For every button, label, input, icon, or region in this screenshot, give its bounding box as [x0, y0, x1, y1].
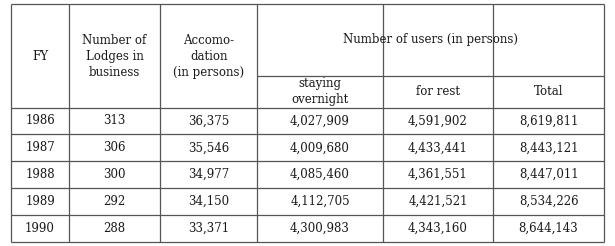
Text: 1987: 1987: [25, 141, 55, 154]
Text: 4,085,460: 4,085,460: [290, 168, 350, 181]
Text: 4,343,160: 4,343,160: [408, 222, 468, 235]
Text: 34,150: 34,150: [188, 195, 229, 208]
Text: 4,027,909: 4,027,909: [290, 114, 350, 127]
Text: 33,371: 33,371: [188, 222, 229, 235]
Text: 4,300,983: 4,300,983: [290, 222, 350, 235]
Text: 4,433,441: 4,433,441: [408, 141, 468, 154]
Text: 35,546: 35,546: [188, 141, 229, 154]
Text: staying
overnight: staying overnight: [292, 77, 349, 106]
Text: 4,591,902: 4,591,902: [408, 114, 468, 127]
Text: 4,361,551: 4,361,551: [408, 168, 468, 181]
Text: 300: 300: [103, 168, 125, 181]
Text: 8,534,226: 8,534,226: [519, 195, 579, 208]
Text: 8,443,121: 8,443,121: [519, 141, 578, 154]
Text: Accomo-
dation
(in persons): Accomo- dation (in persons): [173, 33, 244, 78]
Text: Number of
Lodges in
business: Number of Lodges in business: [82, 33, 146, 78]
Text: 4,421,521: 4,421,521: [408, 195, 467, 208]
Text: 1990: 1990: [25, 222, 55, 235]
Text: 313: 313: [103, 114, 125, 127]
Text: 1989: 1989: [25, 195, 55, 208]
Text: 292: 292: [103, 195, 125, 208]
Text: 4,009,680: 4,009,680: [290, 141, 350, 154]
Text: 1988: 1988: [25, 168, 55, 181]
Text: Number of users (in persons): Number of users (in persons): [343, 33, 518, 46]
Text: 4,112,705: 4,112,705: [290, 195, 350, 208]
Text: 8,644,143: 8,644,143: [518, 222, 579, 235]
Text: 34,977: 34,977: [188, 168, 229, 181]
Text: 1986: 1986: [25, 114, 55, 127]
Text: 8,447,011: 8,447,011: [519, 168, 579, 181]
Text: 288: 288: [103, 222, 125, 235]
Text: FY: FY: [32, 49, 48, 62]
Text: 306: 306: [103, 141, 125, 154]
Text: 36,375: 36,375: [188, 114, 229, 127]
Text: 8,619,811: 8,619,811: [519, 114, 578, 127]
Text: for rest: for rest: [416, 85, 460, 98]
Text: Total: Total: [534, 85, 563, 98]
